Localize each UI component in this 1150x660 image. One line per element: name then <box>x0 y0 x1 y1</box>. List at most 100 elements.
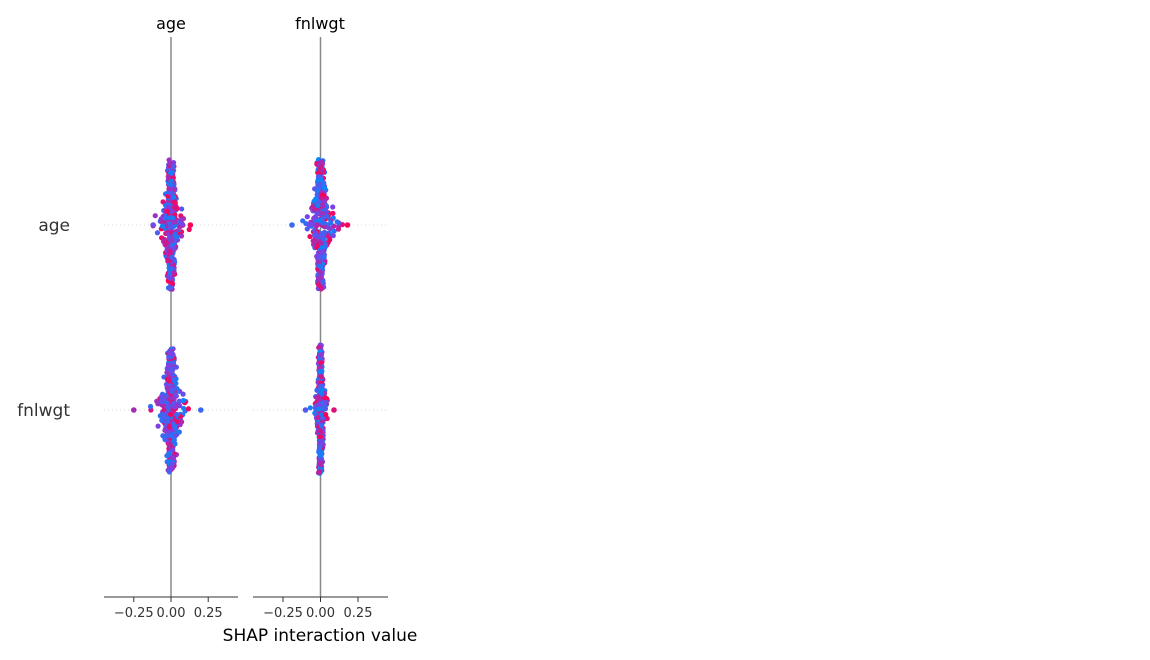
x-tick-label: 0.00 <box>157 606 186 621</box>
data-point <box>160 199 166 205</box>
points-age-fnlwgt <box>130 346 204 475</box>
data-point <box>300 218 306 224</box>
data-point <box>168 229 174 235</box>
data-point <box>318 389 324 396</box>
data-point <box>318 352 324 358</box>
data-point <box>317 444 323 451</box>
data-point <box>315 281 321 287</box>
data-point <box>331 228 337 234</box>
data-point <box>165 174 171 180</box>
data-point <box>167 441 173 447</box>
data-point <box>317 263 323 269</box>
data-point <box>170 215 176 221</box>
data-point <box>319 211 325 217</box>
data-point <box>174 403 180 409</box>
data-point <box>165 362 172 368</box>
data-point <box>321 180 327 186</box>
data-point <box>319 249 325 255</box>
data-point <box>314 394 320 401</box>
data-point <box>316 344 322 351</box>
data-point <box>289 222 295 228</box>
data-point <box>169 254 175 260</box>
data-point <box>312 232 318 238</box>
data-point <box>168 238 174 244</box>
data-point <box>321 185 328 191</box>
data-point <box>344 222 351 228</box>
data-point <box>317 269 324 275</box>
data-point <box>324 415 330 422</box>
data-point <box>169 388 175 395</box>
data-point <box>164 369 170 376</box>
data-point <box>320 215 326 221</box>
data-point <box>317 434 323 440</box>
data-point <box>168 411 174 418</box>
data-point <box>178 233 185 239</box>
data-point <box>147 403 154 410</box>
data-point <box>180 397 187 404</box>
data-point <box>168 181 174 188</box>
row-label-age: age <box>38 216 70 236</box>
data-point <box>317 469 323 475</box>
data-point <box>318 422 324 429</box>
data-point <box>168 394 174 400</box>
data-point <box>320 203 326 209</box>
data-point <box>167 275 173 281</box>
data-point <box>150 222 156 228</box>
data-point <box>187 222 194 228</box>
data-point <box>319 368 325 374</box>
x-tick-label: 0.25 <box>194 606 223 621</box>
data-point <box>169 371 175 377</box>
data-point <box>318 438 325 444</box>
data-point <box>167 270 173 276</box>
data-point <box>173 203 179 209</box>
data-point <box>318 374 324 380</box>
data-point <box>327 226 333 232</box>
data-point <box>179 206 185 212</box>
data-point <box>169 351 175 357</box>
data-point <box>176 429 182 435</box>
data-point <box>319 232 325 238</box>
data-point <box>152 213 158 219</box>
data-point <box>172 425 178 431</box>
data-point <box>315 203 321 209</box>
row-label-fnlwgt: fnlwgt <box>17 401 70 421</box>
data-point <box>313 196 319 202</box>
data-point <box>165 208 171 214</box>
data-point <box>170 455 176 461</box>
panels: −0.25 0.00 0.25 −0.25 0.00 0.25 <box>104 37 388 621</box>
data-point <box>317 356 323 362</box>
data-point <box>330 210 336 216</box>
data-point <box>166 423 173 429</box>
data-point <box>164 433 170 439</box>
data-point <box>307 233 313 240</box>
points-fnlwgt-fnlwgt <box>302 342 337 476</box>
data-point <box>181 405 187 412</box>
data-point <box>314 387 320 393</box>
x-tick-label: −0.25 <box>263 606 303 621</box>
data-point <box>174 411 180 418</box>
data-point <box>317 462 324 468</box>
data-point <box>169 360 176 366</box>
data-point <box>169 461 175 467</box>
data-point <box>302 407 309 413</box>
data-point <box>160 402 166 409</box>
panel-fnlwgt: −0.25 0.00 0.25 <box>253 37 388 621</box>
data-point <box>321 236 327 243</box>
data-point <box>314 222 320 228</box>
data-point <box>330 204 336 210</box>
column-title-age: age <box>156 14 186 33</box>
column-titles: age fnlwgt <box>156 14 345 33</box>
column-title-fnlwgt: fnlwgt <box>295 14 345 33</box>
data-point <box>309 221 315 227</box>
data-point <box>334 219 340 225</box>
data-point <box>315 406 322 412</box>
data-point <box>180 391 186 397</box>
data-point <box>161 236 167 242</box>
panel-age: −0.25 0.00 0.25 <box>104 37 238 621</box>
data-point <box>185 406 192 412</box>
data-point <box>169 433 175 439</box>
data-point <box>154 230 161 236</box>
data-point <box>318 383 325 389</box>
data-point <box>327 237 333 243</box>
data-point <box>167 450 173 456</box>
